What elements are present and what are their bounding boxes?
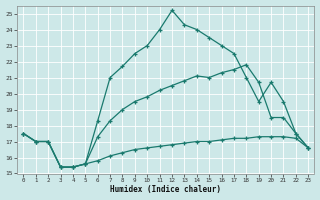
X-axis label: Humidex (Indice chaleur): Humidex (Indice chaleur) — [110, 185, 221, 194]
